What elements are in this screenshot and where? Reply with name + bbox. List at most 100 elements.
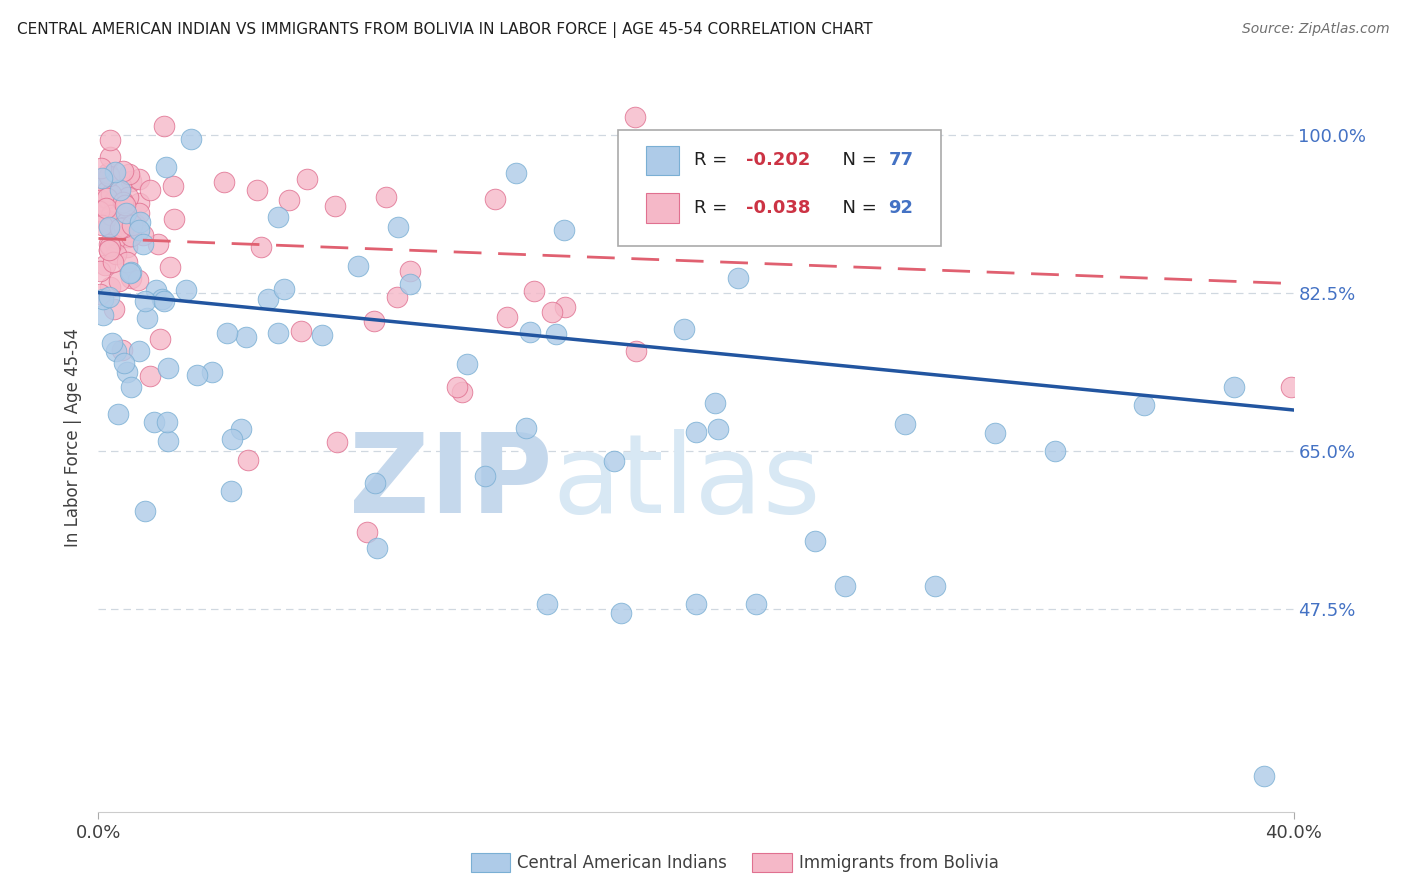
Point [505,166,527,180]
Point [89,287,111,301]
Point [117,226,139,240]
Point [553,222,575,236]
Point [112,220,135,235]
Point [104,247,127,261]
Point [97,202,120,216]
Point [174,283,197,297]
Point [685,425,707,439]
Point [924,579,946,593]
Point [138,183,160,197]
Point [134,294,156,309]
Text: CENTRAL AMERICAN INDIAN VS IMMIGRANTS FROM BOLIVIA IN LABOR FORCE | AGE 45-54 CO: CENTRAL AMERICAN INDIAN VS IMMIGRANTS FR… [17,22,873,38]
Point [231,422,253,436]
Point [325,199,347,213]
Point [250,240,273,254]
Point [399,277,422,291]
Point [101,336,124,351]
Point [156,415,179,429]
Point [1279,380,1302,394]
Point [120,271,142,285]
Point [256,292,278,306]
Point [97,165,120,179]
Point [364,476,387,491]
Point [215,326,238,340]
Point [159,260,181,274]
Point [103,234,125,248]
Point [186,368,208,382]
Point [610,606,633,620]
Point [235,330,257,344]
Y-axis label: In Labor Force | Age 45-54: In Labor Force | Age 45-54 [65,327,83,547]
Point [128,223,150,237]
Point [212,176,235,190]
Point [672,322,695,336]
Point [267,326,290,341]
Point [107,407,129,421]
Point [136,310,159,325]
Point [745,597,768,611]
Point [103,194,125,208]
Point [108,183,131,197]
Point [139,368,162,383]
Point [96,191,118,205]
Point [103,302,125,317]
Point [603,454,626,468]
Point [519,325,541,339]
Point [120,266,142,280]
Point [98,150,121,164]
Text: N =: N = [831,152,883,169]
Point [484,192,506,206]
Point [111,193,134,207]
Text: Source: ZipAtlas.com: Source: ZipAtlas.com [1241,22,1389,37]
Point [107,232,129,246]
Point [706,422,728,436]
Point [124,218,146,232]
Point [104,165,127,179]
Point [1133,399,1156,413]
Point [219,483,242,498]
Point [536,597,558,611]
Point [108,220,131,235]
Point [115,255,138,269]
Point [90,175,112,189]
Point [347,259,370,273]
Point [201,365,224,379]
Point [152,294,174,309]
Point [112,356,135,370]
Point [143,415,166,429]
Point [115,240,138,254]
Point [387,220,409,235]
Point [162,178,184,193]
Text: -0.038: -0.038 [747,199,811,217]
Point [105,343,128,358]
Point [97,217,120,231]
Point [523,284,546,298]
Point [97,244,120,258]
Point [97,243,120,257]
Point [450,384,472,399]
Point [98,280,121,294]
Text: Immigrants from Bolivia: Immigrants from Bolivia [799,854,998,871]
Point [101,254,124,268]
Point [267,210,290,224]
Point [120,380,142,394]
Point [326,434,349,449]
Point [117,230,139,244]
Point [97,290,120,304]
FancyBboxPatch shape [619,130,941,246]
Point [93,308,115,322]
Point [834,579,856,593]
Point [87,203,110,218]
Point [120,228,142,243]
Point [128,205,150,219]
Point [100,186,122,201]
Point [114,198,136,212]
Point [149,332,172,346]
Point [120,265,142,279]
Point [120,174,142,188]
Point [98,239,121,253]
Text: -0.202: -0.202 [747,152,810,169]
Point [87,202,110,217]
Point [112,164,135,178]
Point [311,327,333,342]
